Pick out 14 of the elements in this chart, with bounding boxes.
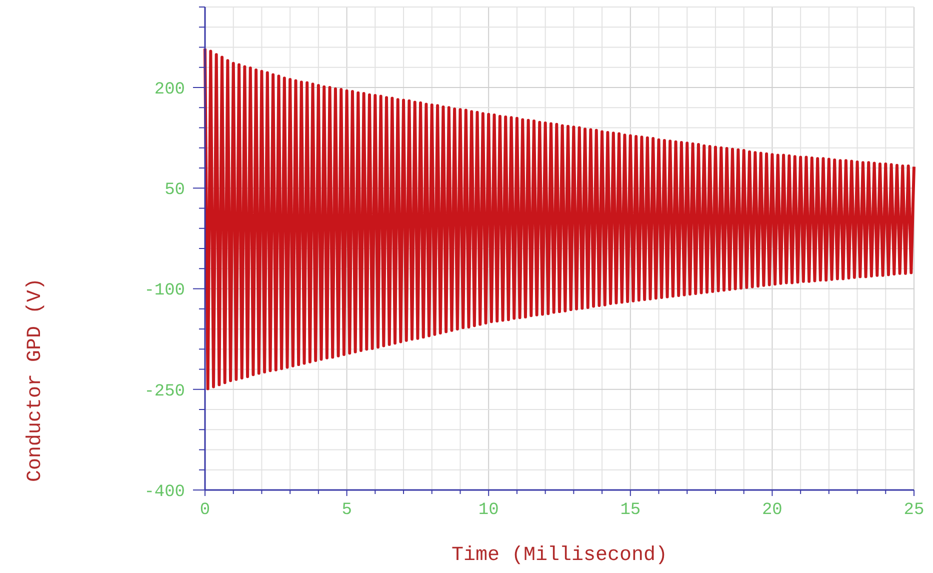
y-tick-label: -100 bbox=[144, 282, 185, 301]
x-tick-label: 15 bbox=[620, 501, 641, 520]
x-tick-label: 20 bbox=[762, 501, 782, 520]
x-tick-label: 5 bbox=[342, 501, 352, 520]
y-tick-label: 200 bbox=[154, 80, 185, 100]
y-tick-label: -250 bbox=[144, 382, 185, 402]
x-axis-title: Time (Millisecond) bbox=[451, 544, 668, 567]
y-tick-label: -400 bbox=[144, 482, 185, 502]
y-axis-title: Conductor GPD (V) bbox=[24, 278, 47, 482]
x-tick-label: 0 bbox=[200, 501, 210, 520]
line-series bbox=[204, 47, 916, 390]
x-tick-label: 25 bbox=[904, 501, 924, 520]
x-tick-label: 10 bbox=[478, 501, 499, 520]
y-tick-label: 50 bbox=[164, 181, 185, 200]
